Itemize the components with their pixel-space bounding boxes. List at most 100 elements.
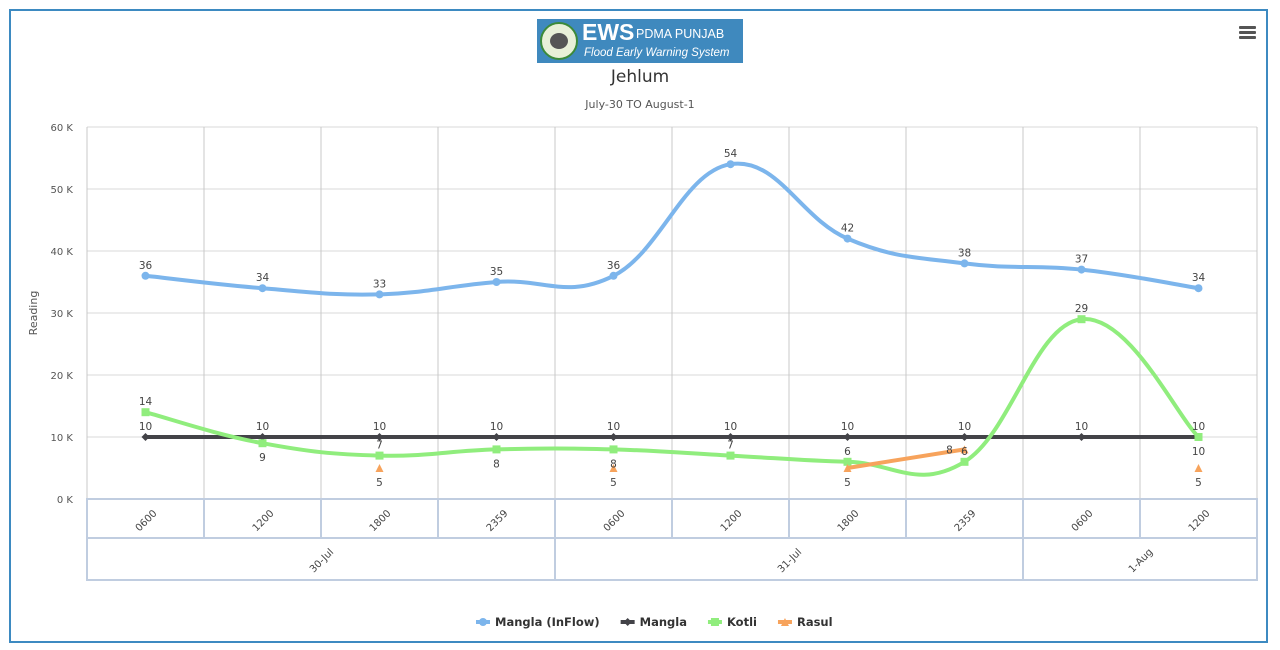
mangla-inflow-data-label: 36	[139, 260, 153, 272]
rasul-point	[609, 464, 618, 472]
mangla-inflow-point	[843, 234, 852, 243]
y-axis-label: Reading	[27, 291, 40, 336]
rasul-data-label: 5	[376, 477, 383, 489]
kotli-line	[144, 317, 1200, 477]
legend-marker	[479, 618, 487, 626]
kotli-point	[726, 451, 735, 460]
mangla-data-label: 10	[724, 421, 737, 433]
pdma-seal-icon	[540, 22, 578, 60]
legend-marker	[710, 618, 719, 626]
rasul-point	[843, 464, 852, 472]
x-tick-label: 2359	[485, 508, 511, 534]
logo-subtitle: Flood Early Warning System	[584, 47, 730, 59]
kotli-data-label: 7	[727, 440, 734, 452]
mangla-point	[375, 433, 384, 441]
rasul-data-label: 5	[610, 477, 617, 489]
y-tick-label: 50 K	[51, 185, 74, 196]
x-tick-label: 0600	[134, 508, 160, 534]
y-tick-label: 20 K	[51, 371, 74, 382]
hamburger-menu-icon[interactable]	[1239, 26, 1256, 40]
legend-marker	[623, 618, 632, 626]
kotli-point	[258, 439, 267, 448]
mangla-data-label: 10	[139, 421, 152, 433]
mangla-data-label: 10	[373, 421, 386, 433]
rasul-point	[1194, 464, 1203, 472]
legend-label: Mangla (InFlow)	[495, 615, 600, 629]
x-tick-label: 1200	[1187, 508, 1213, 534]
kotli-data-label: 29	[1075, 303, 1088, 315]
rasul-point	[375, 464, 384, 472]
kotli-point	[141, 408, 150, 417]
mangla-data-label: 10	[256, 421, 269, 433]
x-tick-label: 2359	[953, 508, 979, 534]
kotli-point	[375, 451, 384, 460]
chart-subtitle: July-30 TO August-1	[584, 98, 694, 111]
kotli-data-label: 10	[1192, 446, 1205, 458]
kotli-point	[843, 457, 852, 466]
mangla-point	[843, 433, 852, 441]
legend-item-rasul[interactable]: Rasul	[777, 615, 833, 629]
legend-item-mangla[interactable]: Mangla	[620, 615, 687, 629]
legend-label: Kotli	[727, 615, 757, 629]
logo-ews-text: EWS	[582, 19, 635, 45]
mangla-data-label: 10	[841, 421, 854, 433]
rasul-line	[847, 447, 965, 470]
mangla-inflow-point	[1194, 284, 1203, 293]
kotli-data-label: 8	[493, 458, 500, 470]
y-tick-label: 10 K	[51, 433, 74, 444]
mangla-point	[609, 433, 618, 441]
mangla-point	[726, 433, 735, 441]
x-tick-label: 0600	[1070, 508, 1096, 534]
mangla-inflow-point	[726, 160, 735, 169]
y-tick-label: 0 K	[57, 495, 74, 506]
mangla-inflow-data-label: 34	[1192, 272, 1206, 284]
kotli-data-label: 9	[259, 452, 266, 464]
rasul-data-label: 8	[946, 444, 953, 456]
mangla-point	[960, 433, 969, 441]
legend-item-mangla-inflow[interactable]: Mangla (InFlow)	[476, 615, 600, 629]
chart-frame	[9, 9, 1268, 643]
mangla-inflow-data-label: 33	[373, 278, 386, 290]
mangla-point	[492, 433, 501, 441]
kotli-point	[960, 457, 969, 466]
kotli-point	[1194, 433, 1203, 441]
legend-marker	[780, 618, 789, 626]
x-group-label: 31-Jul	[776, 547, 804, 575]
logo-pdma-text: PDMA PUNJAB	[636, 27, 725, 41]
x-tick-label: 1800	[836, 508, 862, 534]
x-tick-label: 1200	[251, 508, 277, 534]
y-tick-label: 30 K	[51, 309, 74, 320]
mangla-inflow-data-label: 42	[841, 223, 854, 235]
mangla-inflow-point	[1077, 265, 1086, 274]
ews-pdma-logo: EWS PDMA PUNJAB Flood Early Warning Syst…	[537, 19, 743, 63]
x-tick-label: 1800	[368, 508, 394, 534]
x-tick-label: 1200	[719, 508, 745, 534]
legend-label: Rasul	[797, 615, 833, 629]
mangla-inflow-data-label: 36	[607, 260, 621, 272]
rasul-data-label: 5	[844, 477, 851, 489]
kotli-point	[609, 445, 618, 454]
x-group-label: 1-Aug	[1127, 547, 1155, 575]
mangla-point	[1077, 433, 1086, 441]
kotli-data-label: 7	[376, 440, 383, 452]
mangla-inflow-line	[145, 161, 1199, 297]
mangla-data-label: 10	[1075, 421, 1088, 433]
mangla-point	[141, 433, 150, 441]
mangla-inflow-point	[960, 259, 969, 268]
mangla-inflow-data-label: 38	[958, 247, 971, 259]
kotli-data-label: 6	[844, 446, 851, 458]
mangla-data-label: 10	[1192, 421, 1205, 433]
kotli-data-label: 6	[961, 446, 968, 458]
x-tick-label: 0600	[602, 508, 628, 534]
mangla-inflow-data-label: 37	[1075, 254, 1088, 266]
mangla-inflow-data-label: 34	[256, 272, 270, 284]
mangla-inflow-point	[609, 271, 618, 280]
mangla-inflow-data-label: 54	[724, 148, 738, 160]
rasul-data-label: 5	[1195, 477, 1202, 489]
y-tick-label: 60 K	[51, 123, 74, 134]
x-group-label: 30-Jul	[308, 547, 336, 575]
chart-title: Jehlum	[610, 67, 669, 87]
mangla-inflow-point	[375, 290, 384, 299]
legend-item-kotli[interactable]: Kotli	[707, 615, 757, 629]
